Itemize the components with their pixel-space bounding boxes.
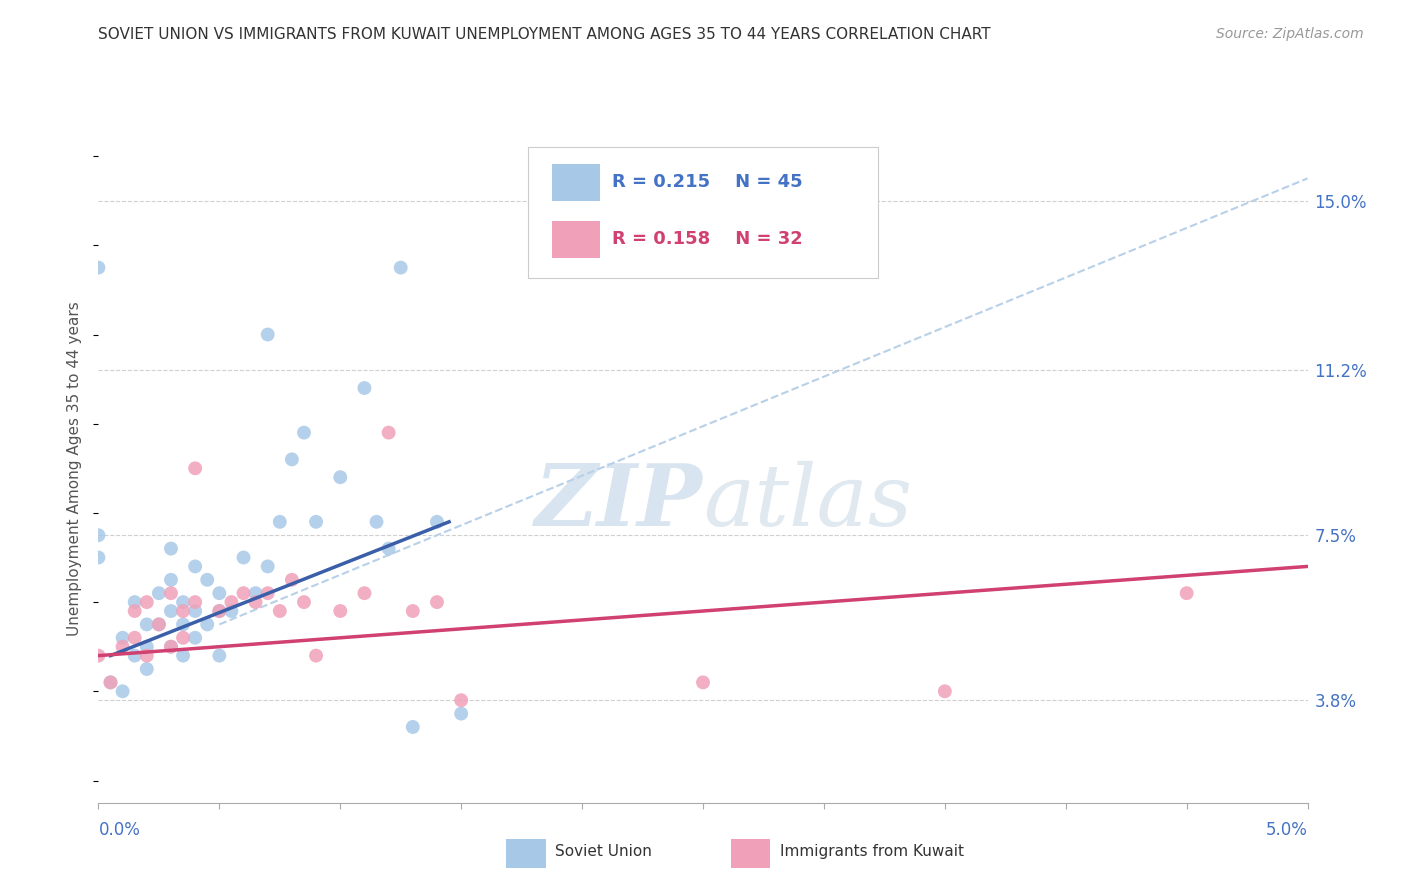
Point	[221, 595, 243, 609]
Text: 0.0%: 0.0%	[98, 821, 141, 838]
Point	[184, 461, 207, 475]
Point	[87, 550, 110, 565]
Point	[292, 425, 315, 440]
FancyBboxPatch shape	[527, 147, 879, 277]
Point	[160, 541, 183, 556]
Point	[135, 640, 157, 654]
Point	[281, 573, 304, 587]
Text: R = 0.158    N = 32: R = 0.158 N = 32	[613, 230, 803, 248]
Bar	[553, 220, 600, 258]
Point	[208, 586, 231, 600]
Point	[1175, 586, 1198, 600]
Y-axis label: Unemployment Among Ages 35 to 44 years: Unemployment Among Ages 35 to 44 years	[67, 301, 83, 636]
Point	[124, 604, 146, 618]
Point	[172, 595, 194, 609]
Point	[208, 648, 231, 663]
Point	[111, 640, 134, 654]
Point	[135, 617, 157, 632]
Point	[402, 720, 425, 734]
Text: Immigrants from Kuwait: Immigrants from Kuwait	[780, 845, 965, 859]
Text: SOVIET UNION VS IMMIGRANTS FROM KUWAIT UNEMPLOYMENT AMONG AGES 35 TO 44 YEARS CO: SOVIET UNION VS IMMIGRANTS FROM KUWAIT U…	[98, 27, 991, 42]
Text: ZIP: ZIP	[536, 460, 703, 543]
Point	[377, 541, 399, 556]
Text: 5.0%: 5.0%	[1265, 821, 1308, 838]
Point	[148, 586, 170, 600]
Point	[377, 425, 399, 440]
Text: atlas: atlas	[703, 460, 912, 543]
Point	[111, 631, 134, 645]
Point	[148, 617, 170, 632]
Point	[135, 662, 157, 676]
Point	[124, 595, 146, 609]
Point	[208, 604, 231, 618]
Point	[450, 706, 472, 721]
Point	[160, 586, 183, 600]
Point	[934, 684, 956, 698]
Point	[269, 604, 291, 618]
Point	[221, 604, 243, 618]
Point	[184, 595, 207, 609]
Point	[124, 631, 146, 645]
Point	[402, 604, 425, 618]
Point	[305, 648, 328, 663]
Point	[692, 675, 714, 690]
Point	[135, 595, 157, 609]
Point	[160, 604, 183, 618]
Point	[87, 260, 110, 275]
Point	[87, 528, 110, 542]
Point	[281, 452, 304, 467]
Point	[245, 595, 267, 609]
Text: R = 0.215    N = 45: R = 0.215 N = 45	[613, 173, 803, 191]
Point	[124, 648, 146, 663]
Point	[160, 640, 183, 654]
Point	[111, 684, 134, 698]
Point	[184, 631, 207, 645]
Point	[100, 675, 122, 690]
Point	[148, 617, 170, 632]
Point	[184, 604, 207, 618]
Point	[305, 515, 328, 529]
Point	[184, 559, 207, 574]
Point	[353, 586, 375, 600]
Point	[160, 640, 183, 654]
Point	[450, 693, 472, 707]
Point	[353, 381, 375, 395]
Point	[329, 470, 352, 484]
Point	[245, 586, 267, 600]
Point	[366, 515, 388, 529]
Point	[195, 617, 218, 632]
Point	[87, 648, 110, 663]
Text: Source: ZipAtlas.com: Source: ZipAtlas.com	[1216, 27, 1364, 41]
Point	[256, 327, 278, 342]
Point	[292, 595, 315, 609]
Point	[426, 595, 449, 609]
Point	[172, 648, 194, 663]
Point	[160, 573, 183, 587]
Point	[172, 604, 194, 618]
Text: Soviet Union: Soviet Union	[555, 845, 652, 859]
Point	[426, 515, 449, 529]
Point	[269, 515, 291, 529]
Point	[329, 604, 352, 618]
Point	[135, 648, 157, 663]
Point	[256, 559, 278, 574]
Point	[256, 586, 278, 600]
Point	[172, 617, 194, 632]
Point	[389, 260, 412, 275]
Bar	[553, 164, 600, 201]
Point	[100, 675, 122, 690]
Point	[208, 604, 231, 618]
Point	[172, 631, 194, 645]
Point	[232, 550, 254, 565]
Point	[195, 573, 218, 587]
Point	[232, 586, 254, 600]
